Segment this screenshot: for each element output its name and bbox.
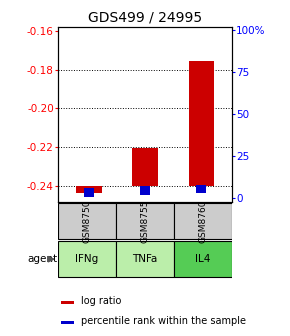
- Text: agent: agent: [28, 254, 58, 264]
- Bar: [116, 203, 174, 240]
- Title: GDS499 / 24995: GDS499 / 24995: [88, 10, 202, 24]
- Bar: [196, 184, 206, 193]
- Bar: [84, 188, 94, 197]
- Bar: [116, 241, 174, 277]
- Bar: [76, 186, 102, 193]
- Text: IL4: IL4: [195, 254, 211, 264]
- Text: IFNg: IFNg: [75, 254, 99, 264]
- Text: percentile rank within the sample: percentile rank within the sample: [81, 316, 246, 326]
- Bar: [132, 148, 158, 186]
- Text: log ratio: log ratio: [81, 296, 122, 306]
- Bar: [58, 241, 116, 277]
- Text: GSM8755: GSM8755: [140, 200, 150, 243]
- Bar: [174, 203, 232, 240]
- Bar: [174, 241, 232, 277]
- Bar: [58, 203, 116, 240]
- Text: TNFa: TNFa: [132, 254, 158, 264]
- Bar: [188, 61, 214, 186]
- Bar: [61, 321, 74, 324]
- Text: GSM8760: GSM8760: [198, 200, 208, 243]
- Text: GSM8750: GSM8750: [82, 200, 92, 243]
- Bar: [140, 186, 150, 195]
- Bar: [61, 301, 74, 304]
